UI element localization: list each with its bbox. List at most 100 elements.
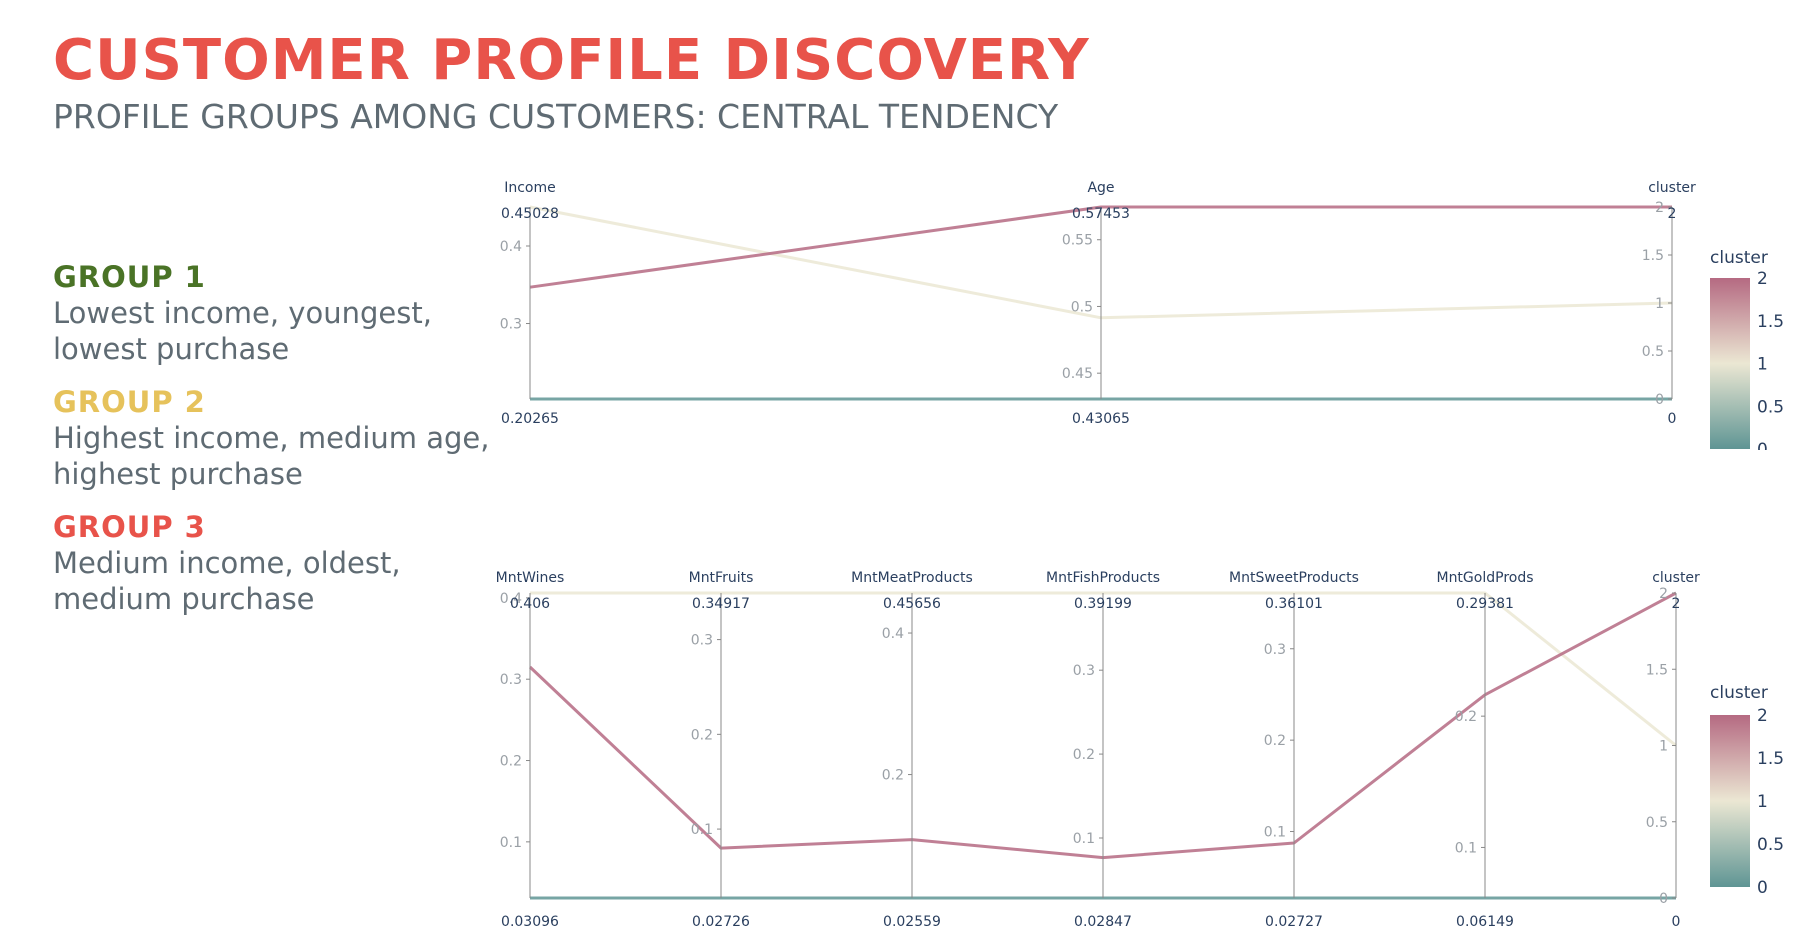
tick-label: 0.2 xyxy=(500,754,522,770)
tick-label: 0.2 xyxy=(1073,747,1095,763)
tick-label: 1 xyxy=(1655,296,1664,312)
tick-label: 0.55 xyxy=(1062,233,1093,249)
axis-min-label: 0.02726 xyxy=(692,914,750,930)
axis-cluster[interactable]: 0 0.5 1 1.5 2 cluster 2 0 xyxy=(1642,180,1696,427)
group-1-line-1: Lowest income, youngest, xyxy=(53,296,432,330)
tick-label: 0 xyxy=(1659,891,1668,907)
group-2-line-2: highest purchase xyxy=(53,457,303,491)
colorbar-tick-label: 2 xyxy=(1757,706,1768,726)
axis-title: MntGoldProds xyxy=(1436,570,1533,586)
colorbar-tick-label: 1 xyxy=(1757,355,1768,375)
colorbar-gradient xyxy=(1710,715,1750,887)
axis-title: cluster xyxy=(1648,180,1696,196)
tick-label: 0.4 xyxy=(882,626,904,642)
group-1-title: GROUP 1 xyxy=(53,260,206,294)
axis-max-label: 0.45656 xyxy=(883,596,941,612)
axis-min-label: 0.02847 xyxy=(1074,914,1132,930)
tick-label: 0.4 xyxy=(500,239,522,255)
tick-label: 0.1 xyxy=(500,835,522,851)
page-subtitle: PROFILE GROUPS AMONG CUSTOMERS: CENTRAL … xyxy=(53,97,1059,136)
axis-min-label: 0 xyxy=(1672,914,1681,930)
axis-title: MntFruits xyxy=(689,570,754,586)
axis-min-label: 0.06149 xyxy=(1456,914,1514,930)
page-title: CUSTOMER PROFILE DISCOVERY xyxy=(53,28,1090,93)
tick-label: 0.2 xyxy=(882,768,904,784)
colorbar-tick-label: 0.5 xyxy=(1757,835,1784,855)
axis-title: MntSweetProducts xyxy=(1229,570,1359,586)
axis-title: MntFishProducts xyxy=(1046,570,1160,586)
tick-label: 0.3 xyxy=(1264,642,1286,658)
axis-title: Age xyxy=(1087,180,1114,196)
tick-label: 1 xyxy=(1659,739,1668,755)
axis-MntWines[interactable]: 0.1 0.2 0.3 0.4 MntWines 0.406 0.03096 xyxy=(496,570,565,930)
colorbar-title: cluster xyxy=(1710,248,1768,268)
colorbar-title: cluster xyxy=(1710,683,1768,703)
colorbar-tick-label: 2 xyxy=(1757,269,1768,289)
group-1: GROUP 1 Lowest income, youngest, lowest … xyxy=(53,259,432,367)
colorbar-tick-label: 0 xyxy=(1757,878,1768,898)
colorbar-tick-label: 0 xyxy=(1757,440,1768,450)
axis-max-label: 0.39199 xyxy=(1074,596,1132,612)
axis-min-label: 0.02559 xyxy=(883,914,941,930)
tick-label: 1.5 xyxy=(1642,248,1664,264)
group-3-title: GROUP 3 xyxy=(53,510,206,544)
axis-min-label: 0.02727 xyxy=(1265,914,1323,930)
axis-MntSweetProducts[interactable]: 0.1 0.2 0.3 MntSweetProducts 0.36101 0.02727 xyxy=(1229,570,1359,930)
parallel-coordinates-chart-demographics[interactable]: 0.3 0.4 Income 0.45028 0.20265 0.45 0.5 0.55 Age… xyxy=(0,150,1808,450)
axis-max-label: 0.29381 xyxy=(1456,596,1514,612)
tick-label: 1.5 xyxy=(1646,662,1668,678)
colorbar-tick-label: 0.5 xyxy=(1757,397,1784,417)
tick-label: 0.1 xyxy=(1455,840,1477,856)
axis-min-label: 0.03096 xyxy=(501,914,559,930)
colorbar: cluster 0 0.5 1 1.5 2 xyxy=(1710,683,1784,898)
tick-label: 2 xyxy=(1655,200,1664,216)
tick-label: 0.1 xyxy=(691,822,713,838)
axis-max-label: 0.45028 xyxy=(501,206,559,222)
colorbar-tick-label: 1.5 xyxy=(1757,749,1784,769)
group-1-line-2: lowest purchase xyxy=(53,332,290,366)
axis-min-label: 0.20265 xyxy=(501,411,559,427)
colorbar-tick-label: 1 xyxy=(1757,792,1768,812)
axis-title: MntMeatProducts xyxy=(851,570,973,586)
group-2-line-1: Highest income, medium age, xyxy=(53,421,490,455)
axis-MntFishProducts[interactable]: 0.1 0.2 0.3 MntFishProducts 0.39199 0.02847 xyxy=(1046,570,1160,930)
tick-label: 0.3 xyxy=(500,317,522,333)
axis-max-label: 0.57453 xyxy=(1072,206,1130,222)
tick-label: 0.2 xyxy=(1455,709,1477,725)
group-3: GROUP 3 Medium income, oldest, medium pu… xyxy=(53,509,401,617)
axis-min-label: 0.43065 xyxy=(1072,411,1130,427)
tick-label: 0.1 xyxy=(1264,825,1286,841)
axis-MntFruits[interactable]: 0.1 0.2 0.3 MntFruits 0.34917 0.02726 xyxy=(689,570,754,930)
tick-label: 0 xyxy=(1655,392,1664,408)
axis-max-label: 0.406 xyxy=(510,596,550,612)
tick-label: 0.2 xyxy=(691,727,713,743)
axis-max-label: 0.36101 xyxy=(1265,596,1323,612)
tick-label: 0.5 xyxy=(1642,344,1664,360)
axis-MntGoldProds[interactable]: 0.1 0.2 MntGoldProds 0.29381 0.06149 xyxy=(1436,570,1533,930)
tick-label: 0.2 xyxy=(1264,733,1286,749)
axis-title: cluster xyxy=(1652,570,1700,586)
axis-max-label: 0.34917 xyxy=(692,596,750,612)
tick-label: 0.5 xyxy=(1646,815,1668,831)
axis-Income[interactable]: 0.3 0.4 Income 0.45028 0.20265 xyxy=(500,180,559,427)
group-3-line-1: Medium income, oldest, xyxy=(53,546,401,580)
axis-MntMeatProducts[interactable]: 0.2 0.4 MntMeatProducts 0.45656 0.02559 xyxy=(851,570,973,930)
axis-max-label: 2 xyxy=(1672,596,1681,612)
tick-label: 0.45 xyxy=(1062,366,1093,382)
tick-label: 0.3 xyxy=(1073,663,1095,679)
tick-label: 0.3 xyxy=(691,633,713,649)
tick-label: 0.4 xyxy=(500,591,522,607)
colorbar: cluster 0 0.5 1 1.5 2 xyxy=(1710,248,1784,450)
axis-Age[interactable]: 0.45 0.5 0.55 Age 0.57453 0.43065 xyxy=(1062,180,1130,427)
axis-min-label: 0 xyxy=(1668,411,1677,427)
group-3-line-2: medium purchase xyxy=(53,582,315,616)
parallel-coordinates-chart-spending[interactable]: 0.10.20.30.4MntWines0.4060.030960.10.20.… xyxy=(0,525,1808,945)
axis-max-label: 2 xyxy=(1668,206,1677,222)
tick-label: 2 xyxy=(1659,586,1668,602)
tick-label: 0.5 xyxy=(1071,299,1093,315)
colorbar-gradient xyxy=(1710,278,1750,449)
tick-label: 0.1 xyxy=(1073,831,1095,847)
group-2: GROUP 2 Highest income, medium age, high… xyxy=(53,384,490,492)
axis-title: MntWines xyxy=(496,570,565,586)
